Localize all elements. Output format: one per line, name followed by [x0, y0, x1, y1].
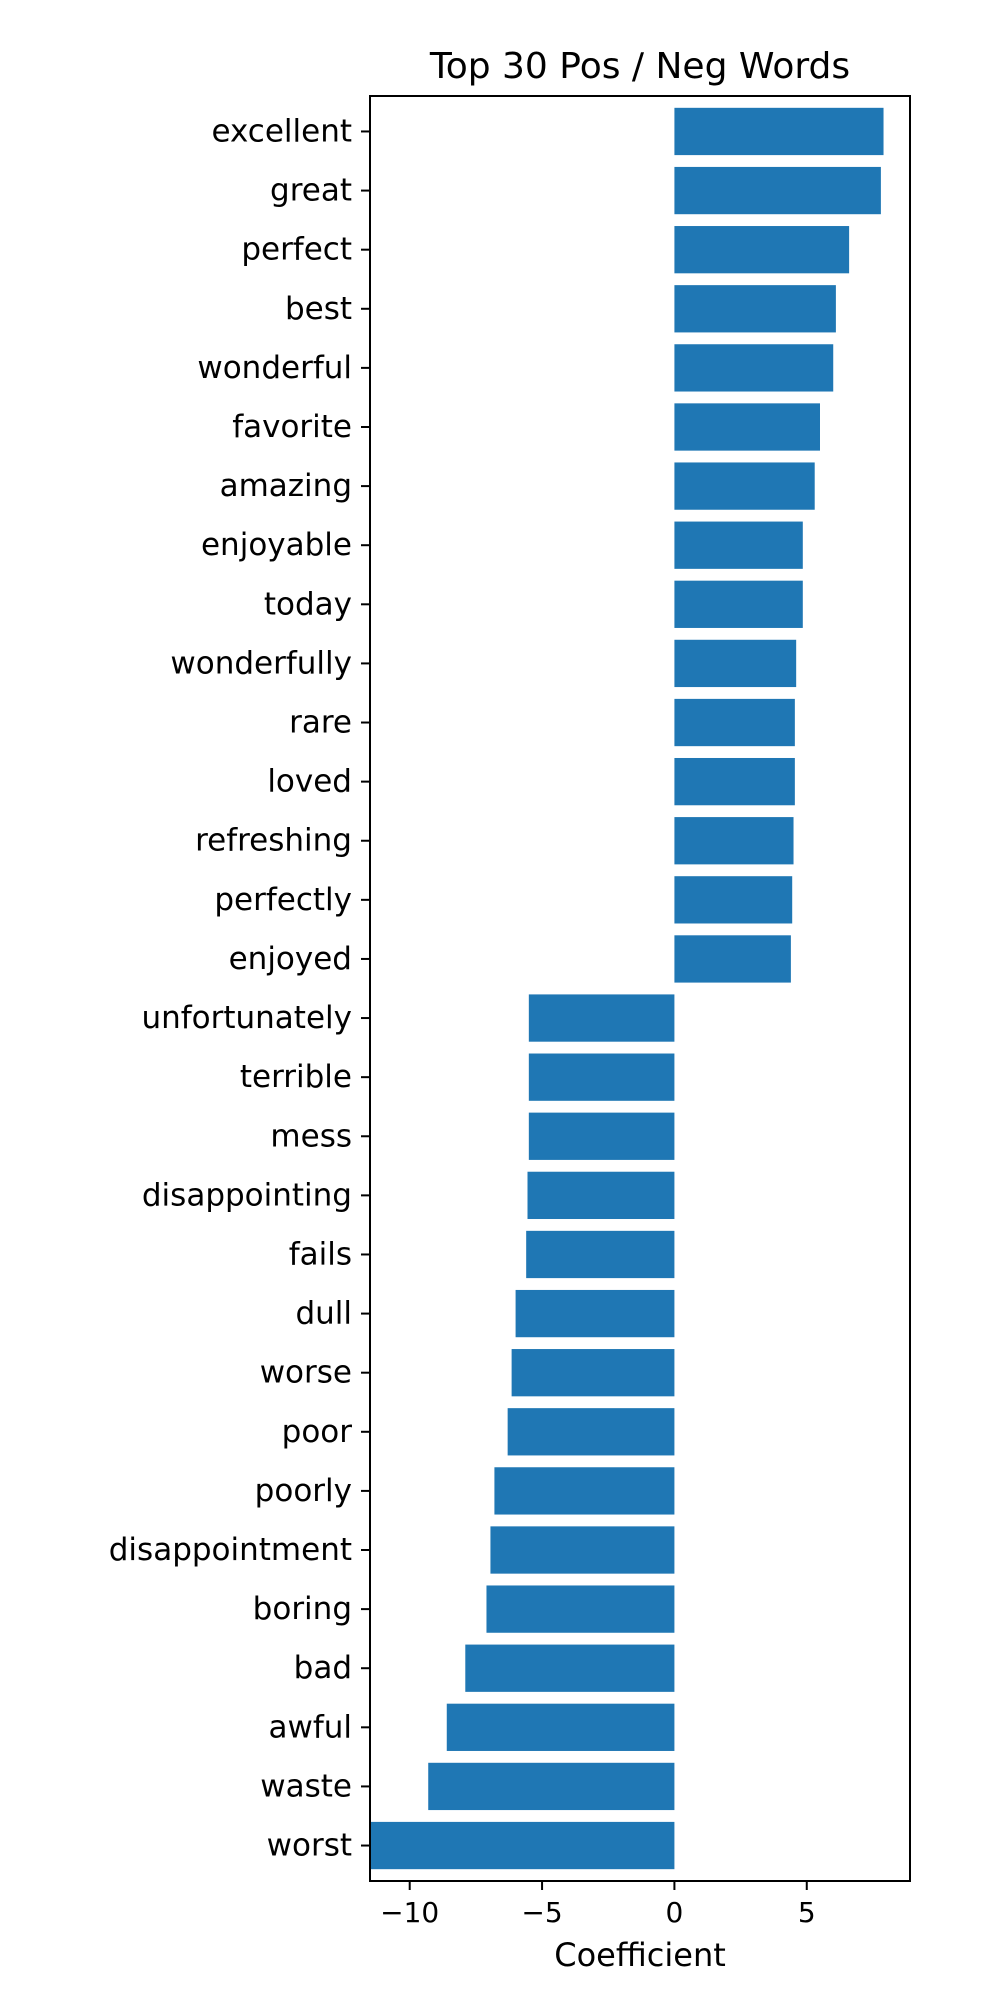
bar-unfortunately — [528, 994, 675, 1042]
bar-great — [674, 166, 881, 215]
bar-poor — [507, 1408, 675, 1456]
bar-best — [674, 285, 836, 333]
bar-worse — [511, 1349, 675, 1397]
bar-disappointment — [490, 1526, 675, 1574]
bar-refreshing — [674, 817, 794, 865]
y-tick-label: disappointing — [142, 1177, 352, 1213]
y-tick-label: worst — [267, 1828, 352, 1864]
y-tick-label: perfectly — [214, 882, 352, 918]
y-tick-label: loved — [267, 764, 352, 800]
bar-today — [674, 580, 803, 628]
y-tick-label: disappointment — [109, 1532, 352, 1568]
y-tick-label: unfortunately — [141, 1000, 352, 1036]
y-tick-label: rare — [289, 705, 352, 741]
x-axis-label: Coefficient — [554, 1936, 726, 1974]
x-tick-label: 0 — [665, 1896, 683, 1929]
y-tick-label: fails — [289, 1236, 352, 1272]
bar-terrible — [528, 1053, 675, 1101]
y-tick-label: today — [264, 586, 352, 622]
y-tick-label: awful — [268, 1709, 352, 1745]
bar-waste — [428, 1762, 675, 1811]
plot-frame — [369, 95, 911, 1882]
bar-dull — [515, 1289, 675, 1338]
y-tick-label: enjoyable — [201, 527, 352, 563]
y-tick-label: refreshing — [195, 823, 352, 859]
bar-mess — [528, 1112, 675, 1160]
bar-disappointing — [527, 1171, 675, 1220]
bar-fails — [526, 1230, 675, 1279]
chart-title: Top 30 Pos / Neg Words — [429, 46, 850, 87]
y-tick-label: favorite — [232, 409, 352, 445]
y-tick-label: wonderful — [197, 350, 352, 386]
y-tick-label: bad — [294, 1650, 352, 1686]
x-tick-label: −10 — [380, 1896, 439, 1929]
y-tick-label: amazing — [220, 468, 352, 504]
bar-perfectly — [674, 876, 793, 924]
x-tick-label: 5 — [798, 1896, 816, 1929]
bar-awful — [446, 1703, 675, 1751]
bar-excellent — [674, 107, 884, 156]
bar-worst — [370, 1821, 675, 1870]
y-tick-label: dull — [295, 1296, 352, 1332]
bar-wonderful — [674, 344, 834, 392]
bar-enjoyable — [674, 521, 803, 569]
y-tick-label: mess — [270, 1118, 352, 1154]
y-tick-label: poorly — [255, 1473, 352, 1509]
y-tick-label: great — [270, 173, 352, 209]
bar-enjoyed — [674, 935, 791, 983]
y-tick-label: poor — [282, 1414, 353, 1450]
bar-poorly — [494, 1467, 675, 1515]
x-tick-label: −5 — [521, 1896, 562, 1929]
y-tick-label: boring — [253, 1591, 352, 1627]
y-tick-label: terrible — [240, 1059, 352, 1095]
bar-boring — [486, 1585, 675, 1633]
bar-loved — [674, 757, 795, 806]
y-tick-label: perfect — [241, 232, 352, 268]
bar-wonderfully — [674, 639, 797, 688]
y-tick-label: waste — [260, 1768, 352, 1804]
bar-amazing — [674, 462, 815, 510]
y-tick-label: excellent — [211, 113, 352, 149]
y-tick-label: best — [285, 291, 352, 327]
y-tick-label: wonderfully — [170, 645, 352, 681]
bar-bad — [465, 1644, 675, 1692]
bar-rare — [674, 698, 795, 747]
bar-favorite — [674, 403, 820, 451]
y-tick-label: enjoyed — [229, 941, 352, 977]
bar-perfect — [674, 226, 850, 274]
y-tick-label: worse — [260, 1355, 352, 1391]
